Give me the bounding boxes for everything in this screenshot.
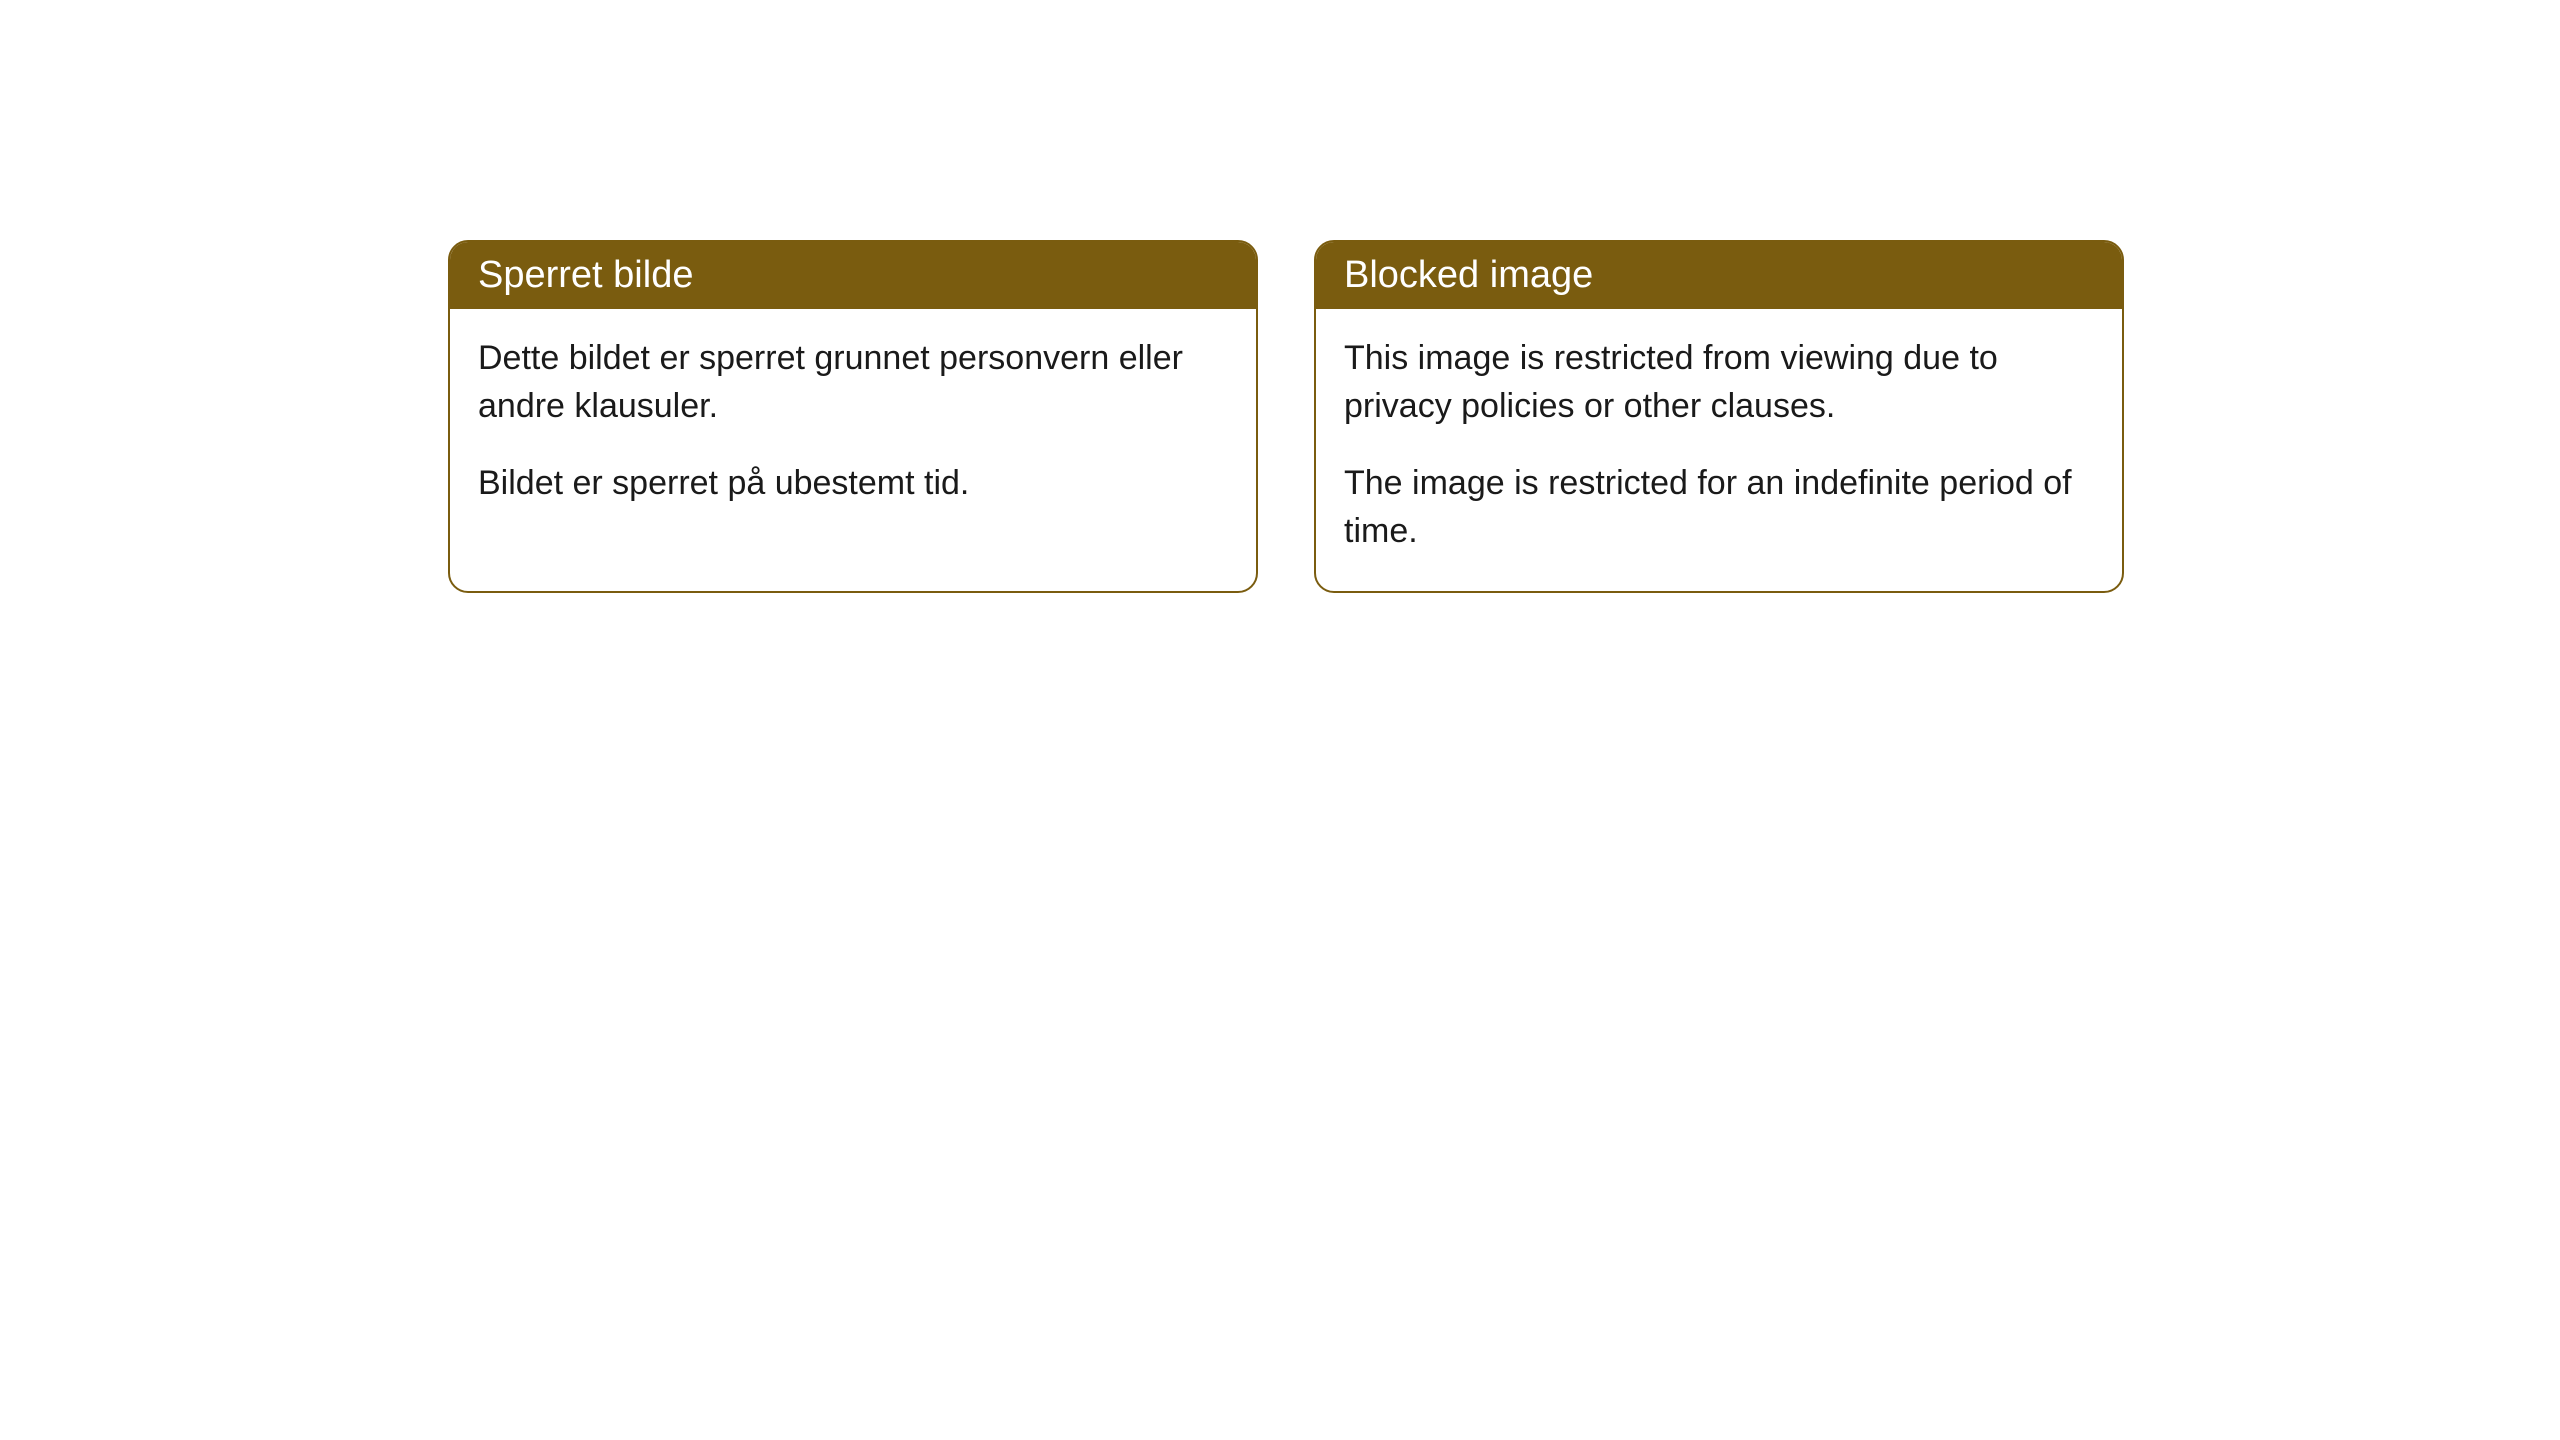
notice-card-norwegian: Sperret bilde Dette bildet er sperret gr… — [448, 240, 1258, 593]
notice-card-english: Blocked image This image is restricted f… — [1314, 240, 2124, 593]
card-body: This image is restricted from viewing du… — [1316, 309, 2122, 591]
card-body: Dette bildet er sperret grunnet personve… — [450, 309, 1256, 544]
card-title: Sperret bilde — [478, 254, 693, 296]
card-header: Sperret bilde — [450, 242, 1256, 309]
card-paragraph: Dette bildet er sperret grunnet personve… — [478, 335, 1228, 430]
card-paragraph: This image is restricted from viewing du… — [1344, 335, 2094, 430]
card-header: Blocked image — [1316, 242, 2122, 309]
card-title: Blocked image — [1344, 254, 1593, 296]
card-paragraph: Bildet er sperret på ubestemt tid. — [478, 460, 1228, 508]
card-paragraph: The image is restricted for an indefinit… — [1344, 460, 2094, 555]
notice-container: Sperret bilde Dette bildet er sperret gr… — [0, 0, 2560, 593]
